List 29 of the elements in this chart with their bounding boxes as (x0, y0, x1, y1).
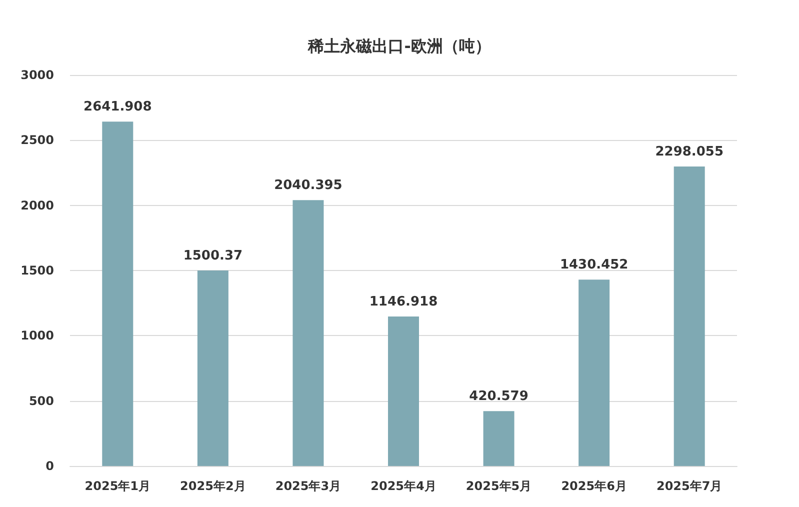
x-tick-label: 2025年2月 (180, 479, 246, 493)
bar (674, 166, 705, 466)
bar (197, 270, 228, 466)
data-label: 1146.918 (369, 294, 438, 310)
bar (388, 316, 419, 466)
y-tick-label: 2500 (20, 133, 54, 148)
bar (102, 122, 134, 466)
x-tick-label: 2025年7月 (656, 479, 722, 493)
y-tick-label: 1000 (20, 328, 54, 343)
y-tick-label: 0 (46, 459, 54, 473)
x-tick-label: 2025年1月 (84, 479, 151, 493)
bar (483, 411, 514, 466)
x-tick-label: 2025年4月 (370, 479, 436, 493)
y-tick-label: 500 (28, 394, 54, 408)
data-label: 420.579 (469, 389, 528, 404)
bar (292, 200, 324, 466)
data-label: 1430.452 (560, 258, 628, 273)
data-label: 2641.908 (84, 100, 152, 115)
chart-title: 稀土永磁出口-欧洲（吨） (307, 36, 491, 56)
y-tick-label: 2000 (20, 198, 54, 212)
bar (578, 280, 610, 466)
x-tick-label: 2025年6月 (561, 479, 627, 493)
data-label: 1500.37 (183, 248, 243, 264)
data-label: 2298.055 (655, 144, 724, 160)
x-tick-label: 2025年5月 (466, 479, 532, 493)
y-tick-label: 1500 (20, 264, 54, 278)
data-label: 2040.395 (274, 178, 342, 194)
x-tick-label: 2025年3月 (275, 479, 342, 493)
y-tick-label: 3000 (20, 68, 54, 82)
